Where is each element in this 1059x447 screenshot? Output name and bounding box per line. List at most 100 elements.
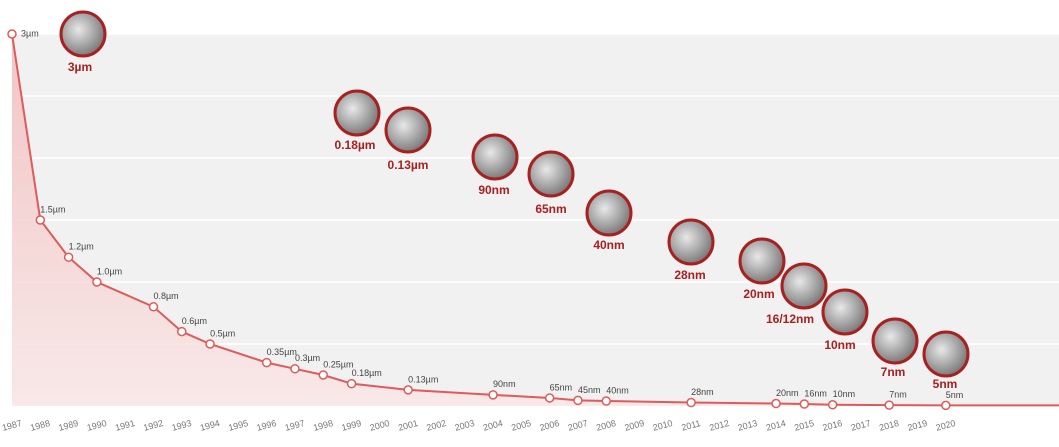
point-label: 65nm	[550, 382, 573, 392]
point-label: 0.5µm	[210, 328, 235, 338]
x-tick-label: 1994	[199, 418, 221, 433]
badge-label: 16/12nm	[766, 312, 814, 326]
badge-label: 28nm	[674, 268, 705, 282]
x-tick-label: 2010	[652, 418, 674, 433]
x-tick-label: 2012	[708, 418, 730, 433]
x-tick-label: 1992	[142, 418, 164, 433]
point-label: 20nm	[776, 388, 799, 398]
point	[771, 398, 781, 409]
point	[799, 399, 810, 409]
x-tick-label: 2009	[623, 418, 645, 433]
badge-image	[384, 106, 432, 154]
x-tick-label: 1987	[1, 418, 23, 433]
point	[544, 393, 555, 403]
badge-label: 7nm	[881, 365, 906, 379]
x-tick-label: 1989	[57, 418, 79, 433]
badge-image	[527, 150, 575, 198]
point-label: 1.2µm	[69, 242, 94, 252]
badge-image	[585, 189, 633, 237]
badge-label: 65nm	[535, 202, 566, 216]
x-tick-label: 2020	[935, 418, 957, 433]
point	[884, 400, 894, 410]
point	[686, 397, 696, 408]
point-label: 28nm	[691, 387, 714, 397]
point	[261, 357, 272, 368]
badge-image	[922, 330, 970, 378]
point	[63, 252, 74, 262]
point	[601, 396, 611, 406]
x-tick-label: 2015	[793, 418, 815, 433]
x-tick-label: 2013	[737, 418, 759, 433]
point-label: 1.0µm	[97, 266, 122, 276]
point-label: 1.5µm	[40, 204, 65, 214]
point-label: 40nm	[606, 385, 629, 395]
badge-label: 40nm	[593, 238, 624, 252]
x-tick-label: 1996	[256, 418, 278, 433]
x-tick-label: 1990	[86, 418, 108, 433]
point-label: 0.25µm	[323, 359, 353, 369]
point-label: 0.13µm	[408, 374, 438, 384]
x-tick-label: 1991	[114, 418, 136, 433]
badge-image	[821, 288, 869, 336]
badge-image	[871, 317, 919, 365]
x-tick-label: 1988	[29, 418, 51, 433]
badge-label: 0.13µm	[388, 158, 429, 172]
x-tick-label: 1999	[340, 418, 362, 433]
x-tick-label: 2000	[369, 418, 391, 433]
x-tick-label: 2005	[510, 418, 532, 433]
badge-image	[59, 10, 107, 58]
area	[12, 34, 1059, 406]
point	[7, 29, 17, 39]
badge-label: 0.18µm	[335, 138, 376, 152]
point	[92, 277, 102, 287]
point-label: 7nm	[889, 390, 907, 400]
x-tick-label: 1995	[227, 418, 249, 433]
x-tick-label: 2001	[397, 418, 419, 433]
point	[827, 400, 838, 410]
badge-label: 5nm	[933, 377, 958, 391]
x-tick-label: 2008	[595, 418, 617, 433]
point	[573, 395, 583, 406]
point-label: 0.35µm	[267, 347, 297, 357]
x-tick-label: 2004	[482, 418, 504, 433]
point-label: 0.8µm	[153, 291, 178, 301]
point	[941, 400, 951, 411]
badge-label: 3µm	[68, 60, 92, 74]
badge-label: 10nm	[824, 338, 855, 352]
point-label: 90nm	[493, 379, 516, 389]
point	[403, 385, 413, 395]
badge-image	[738, 237, 786, 285]
x-tick-label: 2019	[906, 418, 928, 433]
point	[148, 302, 159, 312]
point-label: 10nm	[833, 389, 856, 399]
x-tick-label: 2017	[850, 418, 872, 433]
badge-image	[333, 89, 381, 137]
x-tick-label: 1993	[171, 418, 193, 433]
point	[205, 339, 215, 349]
x-tick-label: 2011	[680, 418, 701, 433]
x-tick-label: 2002	[425, 418, 447, 433]
point	[318, 370, 329, 380]
x-tick-label: 2006	[539, 418, 561, 433]
point-label: 45nm	[578, 385, 601, 395]
point-label: 3µm	[21, 28, 39, 38]
x-tick-label: 2018	[878, 418, 900, 433]
x-tick-label: 2014	[765, 418, 787, 433]
point-label: 16nm	[804, 388, 827, 398]
point-label: 5nm	[946, 390, 964, 400]
point	[346, 378, 357, 389]
x-tick-label: 2007	[567, 418, 589, 433]
point	[177, 326, 187, 337]
x-tick-label: 1997	[284, 418, 306, 433]
badge-image	[780, 262, 828, 310]
point	[290, 364, 300, 374]
x-tick-label: 1998	[312, 418, 334, 433]
point	[35, 215, 46, 225]
badge-label: 20nm	[743, 287, 774, 301]
point	[488, 390, 498, 400]
point-label: 0.18µm	[352, 368, 382, 378]
x-tick-label: 2003	[454, 418, 476, 433]
point-label: 0.6µm	[182, 316, 207, 326]
point-label: 0.3µm	[295, 353, 320, 363]
